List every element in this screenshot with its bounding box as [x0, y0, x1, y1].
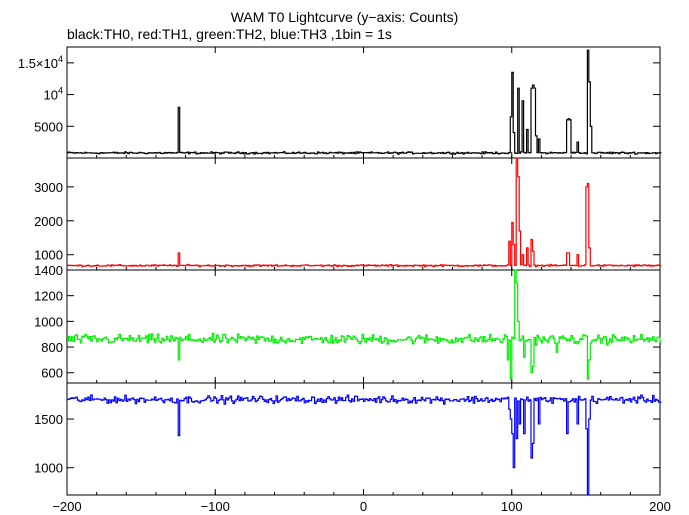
x-tick-label: −200: [52, 499, 81, 514]
y-tick-label: 1400: [34, 263, 63, 278]
y-tick-label: 3000: [34, 180, 63, 195]
chart-subtitle: black:TH0, red:TH1, green:TH2, blue:TH3 …: [67, 26, 392, 42]
x-tick-label: 0: [360, 499, 367, 514]
y-tick-label: 5000: [34, 119, 63, 134]
y-tick-label: 1.5×104: [18, 54, 63, 71]
y-tick-label: 1500: [34, 412, 63, 427]
x-tick-label: 200: [649, 499, 671, 514]
series-line-th1: [67, 157, 662, 268]
panel-frame-th1: [66, 157, 661, 271]
y-tick-label: 1200: [34, 289, 63, 304]
panel-frame-th2: [66, 269, 661, 384]
y-tick-label: 104: [44, 86, 63, 103]
y-tick-label: 600: [41, 366, 63, 381]
x-tick-label: 100: [501, 499, 523, 514]
y-tick-label: 2000: [34, 214, 63, 229]
y-tick-label: 800: [41, 340, 63, 355]
x-tick-label: −100: [201, 499, 230, 514]
series-line-th2: [67, 269, 662, 380]
chart-title: WAM T0 Lightcurve (y−axis: Counts): [230, 9, 459, 25]
series-line-th3: [67, 394, 662, 496]
series-line-th0: [67, 49, 662, 155]
y-tick-label: 1000: [34, 461, 63, 476]
y-tick-label: 1000: [34, 248, 63, 263]
y-tick-label: 1000: [34, 314, 63, 329]
